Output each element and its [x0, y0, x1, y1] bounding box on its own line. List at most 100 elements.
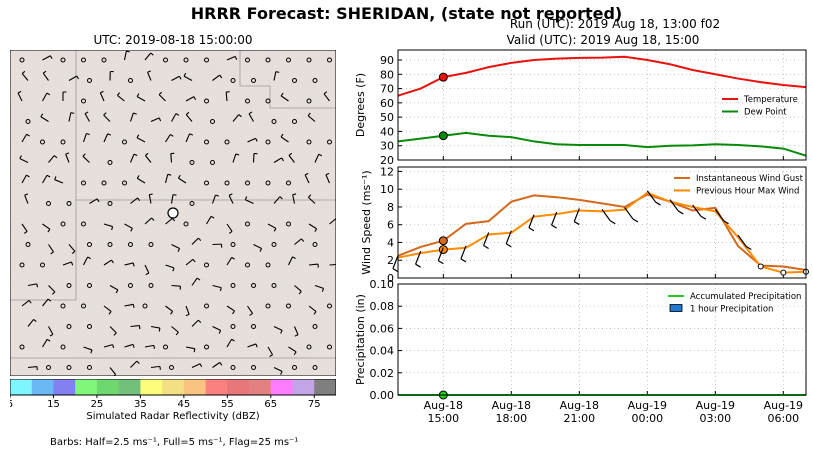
wind-barb-feather	[150, 52, 154, 56]
calm-barb	[327, 139, 332, 145]
legend-label: Previous Hour Max Wind	[696, 187, 799, 197]
wind-barb	[288, 256, 293, 266]
calm-barb	[81, 221, 86, 227]
figure-title: HRRR Forecast: SHERIDAN, (state not repo…	[190, 4, 623, 23]
wind-barb	[68, 75, 78, 81]
wind-barb-feather	[90, 349, 93, 354]
calm-barb	[251, 283, 256, 288]
plot-area	[398, 284, 806, 395]
wind-barb	[314, 284, 324, 289]
colorbar-cell	[118, 379, 141, 395]
wind-barb	[325, 174, 331, 184]
colorbar-tick-label: 15	[47, 399, 60, 409]
wind-barb-feather	[573, 221, 580, 226]
colorbar-cell	[227, 379, 250, 395]
wind-barb-feather	[308, 194, 312, 198]
current-marker	[438, 236, 448, 246]
wind-barb	[144, 264, 150, 274]
calm-barb	[19, 344, 25, 350]
calm-barb	[286, 221, 291, 227]
wind-barb-feather	[280, 92, 284, 97]
colorbar-cell	[75, 379, 98, 395]
wind-barb-feather	[175, 331, 179, 336]
wind-barbs	[17, 50, 336, 376]
wind-barb-feather	[107, 133, 112, 136]
calm-barb	[286, 57, 291, 63]
calm-barb	[224, 180, 230, 186]
calm-barb	[271, 119, 277, 124]
wind-barb-feather	[33, 318, 37, 323]
calm-barb	[189, 201, 195, 206]
y-tick-label: 4	[387, 236, 394, 249]
y-tick-label: 90	[380, 54, 394, 67]
wind-barb-feather	[82, 153, 86, 157]
wind-barb-feather	[46, 92, 51, 96]
calm-barb	[46, 365, 51, 370]
wind-barb-feather	[158, 91, 163, 96]
wind-barb-feather	[219, 287, 222, 292]
calm-barb	[122, 139, 127, 145]
wind-barb	[109, 326, 117, 334]
wind-barb	[103, 133, 109, 143]
wind-barb-feather	[294, 334, 299, 337]
wind-barb-feather	[42, 70, 47, 74]
calm-barb	[107, 160, 113, 165]
wind-barb-feather	[304, 172, 309, 176]
y-tick-label: 10	[380, 183, 394, 196]
wind-barb	[573, 208, 580, 222]
wind-barb	[83, 256, 89, 266]
wind-barb	[293, 326, 299, 335]
y-tick-label: 0.04	[370, 345, 395, 358]
wind-barb-feather	[28, 300, 32, 304]
y-tick-label: 2	[387, 254, 394, 267]
wind-barb-feather	[108, 311, 112, 315]
wind-barb-feather	[307, 112, 311, 117]
wind-barb-feather	[199, 363, 203, 368]
wind-barb	[191, 237, 199, 245]
wind-barb-feather	[149, 193, 153, 196]
wind-barb-feather	[323, 91, 328, 95]
calm-barb	[148, 283, 154, 288]
wind-barb-feather	[280, 133, 284, 138]
wind-barb-feather	[172, 194, 177, 196]
wind-barb	[253, 244, 262, 249]
wind-barb	[624, 207, 634, 220]
calm-barb	[204, 344, 209, 350]
wind-barb	[48, 244, 54, 253]
x-tick-label: Aug-18	[492, 399, 531, 412]
wind-barb	[150, 117, 160, 123]
calm-barb	[107, 242, 113, 247]
wind-barb-feather	[46, 174, 51, 178]
colorbar-tick-label: 25	[91, 399, 104, 409]
calm-barb	[271, 283, 277, 288]
calm-barb	[46, 201, 51, 206]
wind-barb	[669, 199, 679, 212]
wind-barb	[164, 174, 169, 184]
calm-barb	[128, 242, 133, 247]
wind-barb-feather	[723, 220, 729, 225]
wind-barb-feather	[197, 319, 202, 323]
wind-barb-feather	[132, 304, 135, 308]
wind-barb	[228, 195, 234, 204]
calm-barb	[306, 344, 312, 350]
wind-barb	[273, 196, 281, 204]
wind-barb-feather	[745, 245, 752, 250]
calm-barb	[142, 303, 148, 309]
y-axis-label: Precipitation (in)	[354, 294, 367, 385]
wind-barb-feather	[70, 261, 74, 266]
wind-barb	[232, 114, 240, 122]
wind-barb-feather	[136, 175, 140, 179]
wind-barb-feather	[23, 230, 28, 234]
wind-barb	[437, 247, 444, 261]
wind-barb	[280, 136, 289, 143]
wind-barb	[165, 134, 171, 143]
calm-barb	[210, 119, 215, 124]
wind-barb	[136, 137, 146, 143]
wind-barb	[212, 326, 221, 331]
calm-barb	[265, 57, 271, 63]
wind-barb-feather	[280, 330, 283, 334]
calm-barb	[224, 139, 230, 145]
y-tick-label: 0.10	[370, 278, 395, 291]
wind-barb-feather	[46, 338, 51, 342]
calm-barb	[19, 57, 25, 63]
